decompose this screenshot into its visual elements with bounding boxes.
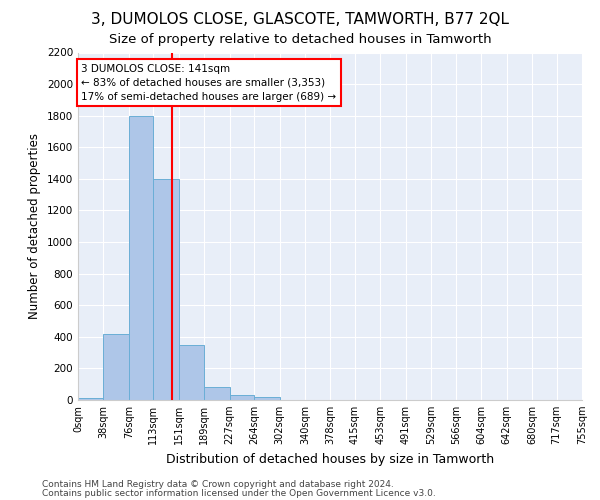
Text: Contains HM Land Registry data © Crown copyright and database right 2024.: Contains HM Land Registry data © Crown c… xyxy=(42,480,394,489)
Text: 3, DUMOLOS CLOSE, GLASCOTE, TAMWORTH, B77 2QL: 3, DUMOLOS CLOSE, GLASCOTE, TAMWORTH, B7… xyxy=(91,12,509,28)
Bar xyxy=(129,116,154,400)
Bar xyxy=(103,334,129,400)
Text: Contains public sector information licensed under the Open Government Licence v3: Contains public sector information licen… xyxy=(42,488,436,498)
Bar xyxy=(154,179,179,400)
Bar xyxy=(78,398,103,400)
Bar xyxy=(204,388,230,400)
Text: Size of property relative to detached houses in Tamworth: Size of property relative to detached ho… xyxy=(109,32,491,46)
Text: 3 DUMOLOS CLOSE: 141sqm
← 83% of detached houses are smaller (3,353)
17% of semi: 3 DUMOLOS CLOSE: 141sqm ← 83% of detache… xyxy=(82,64,337,102)
Bar xyxy=(254,397,280,400)
X-axis label: Distribution of detached houses by size in Tamworth: Distribution of detached houses by size … xyxy=(166,452,494,466)
Bar xyxy=(230,396,254,400)
Bar xyxy=(179,344,204,400)
Y-axis label: Number of detached properties: Number of detached properties xyxy=(28,133,41,320)
